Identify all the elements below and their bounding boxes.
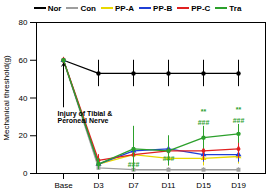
svg-text:D15: D15 (196, 181, 211, 190)
html-text:Nor: Nor (47, 3, 62, 13)
svg-text:Mechanical threshold(g): Mechanical threshold(g) (2, 55, 11, 141)
svg-text:20: 20 (19, 131, 28, 140)
svg-text:Base: Base (54, 181, 73, 190)
html-text:Con: Con (80, 3, 96, 13)
svg-text:0: 0 (23, 169, 28, 178)
html-text:PP-B: PP-B (153, 3, 173, 13)
html-text:PP-A: PP-A (115, 3, 135, 13)
svg-text:**: ** (236, 106, 242, 113)
html-text:PP-C: PP-C (191, 3, 211, 13)
svg-text:D11: D11 (161, 181, 176, 190)
svg-text:D7: D7 (128, 181, 139, 190)
svg-text:**: ** (201, 108, 207, 115)
svg-text:40: 40 (19, 94, 28, 103)
svg-text:D3: D3 (93, 181, 104, 190)
svg-text:D19: D19 (231, 181, 246, 190)
svg-text:80: 80 (19, 18, 28, 27)
svg-text:Injury of Tibial &Peroneal Ner: Injury of Tibial &Peroneal Nerve (58, 109, 113, 124)
svg-text:###: ### (233, 117, 245, 124)
html-text:Tra: Tra (229, 3, 242, 13)
svg-text:###: ### (128, 161, 140, 168)
svg-text:60: 60 (19, 56, 28, 65)
svg-text:###: ### (163, 155, 175, 162)
svg-text:###: ### (198, 119, 210, 126)
